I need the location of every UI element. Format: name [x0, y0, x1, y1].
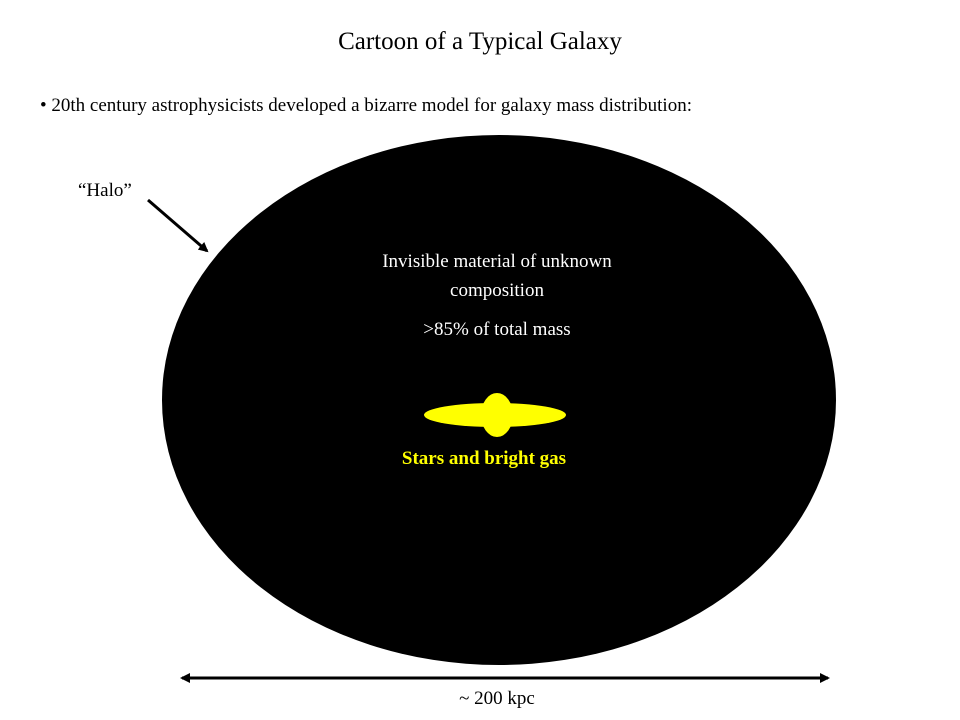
bullet: • 20th century astrophysicists developed… — [40, 95, 692, 116]
disk-label: Stars and bright gas — [401, 448, 567, 469]
galaxy-bulge — [481, 393, 513, 437]
halo-arrow — [147, 198, 209, 253]
halo-description: Invisible material of unknown compositio… — [382, 251, 612, 301]
halo-label: “Halo” — [78, 180, 132, 201]
scale-label: ~ 200 kpc — [459, 688, 535, 709]
slide-title: Cartoon of a Typical Galaxy — [338, 28, 622, 55]
bullet-text: 20th century astrophysicists developed a… — [51, 95, 692, 116]
halo-mass: >85% of total mass — [423, 319, 571, 340]
